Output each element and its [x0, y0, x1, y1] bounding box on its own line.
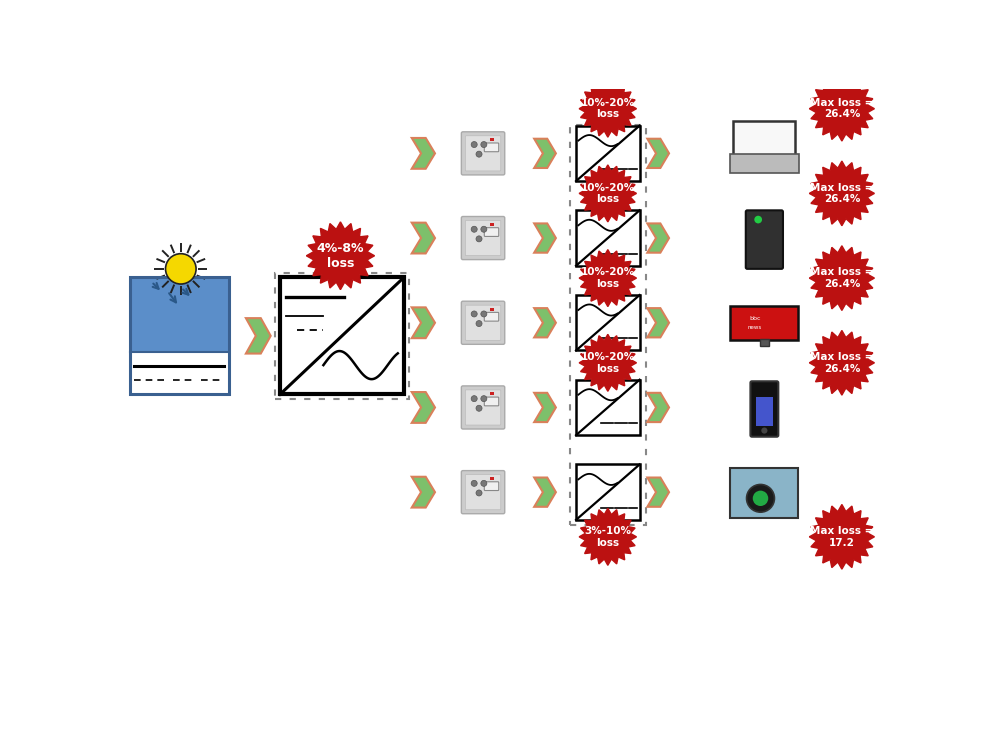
- Polygon shape: [246, 319, 271, 353]
- Bar: [490, 138, 494, 141]
- FancyBboxPatch shape: [750, 381, 778, 437]
- Polygon shape: [647, 139, 669, 168]
- Circle shape: [476, 236, 482, 242]
- FancyBboxPatch shape: [484, 143, 499, 151]
- Polygon shape: [647, 393, 669, 422]
- Circle shape: [471, 142, 477, 148]
- FancyBboxPatch shape: [461, 386, 505, 429]
- FancyBboxPatch shape: [461, 302, 505, 344]
- Bar: [130, 277, 229, 353]
- Polygon shape: [412, 307, 435, 338]
- FancyBboxPatch shape: [465, 136, 501, 171]
- Circle shape: [166, 253, 196, 284]
- Bar: [576, 464, 640, 520]
- Bar: [730, 468, 798, 518]
- Text: 10%-20%
loss: 10%-20% loss: [581, 352, 635, 374]
- Text: Max loss =
17.2: Max loss = 17.2: [810, 526, 874, 548]
- Circle shape: [761, 427, 767, 434]
- Bar: [490, 223, 494, 226]
- Polygon shape: [412, 477, 435, 508]
- FancyBboxPatch shape: [461, 132, 505, 175]
- FancyBboxPatch shape: [465, 220, 501, 256]
- Polygon shape: [534, 223, 556, 253]
- Circle shape: [471, 395, 477, 402]
- Text: Max loss =
26.4%: Max loss = 26.4%: [810, 352, 874, 374]
- FancyBboxPatch shape: [465, 390, 501, 425]
- Text: Max loss =
26.4%: Max loss = 26.4%: [810, 183, 874, 204]
- Polygon shape: [412, 138, 435, 168]
- Polygon shape: [809, 330, 874, 395]
- Circle shape: [476, 321, 482, 327]
- Bar: [280, 277, 404, 395]
- FancyBboxPatch shape: [465, 305, 501, 341]
- Polygon shape: [579, 165, 637, 222]
- Circle shape: [471, 311, 477, 317]
- Circle shape: [754, 216, 762, 223]
- Text: 10%-20%
loss: 10%-20% loss: [581, 268, 635, 289]
- Text: 10%-20%
loss: 10%-20% loss: [581, 98, 635, 120]
- Text: 10%-20%
loss: 10%-20% loss: [581, 183, 635, 204]
- Bar: [733, 121, 795, 155]
- Circle shape: [747, 485, 774, 512]
- FancyBboxPatch shape: [484, 482, 499, 491]
- Bar: [576, 295, 640, 350]
- FancyBboxPatch shape: [484, 313, 499, 321]
- Bar: [130, 353, 229, 395]
- Circle shape: [476, 490, 482, 496]
- Bar: [490, 307, 494, 310]
- Circle shape: [476, 405, 482, 412]
- Circle shape: [481, 142, 487, 148]
- Polygon shape: [412, 392, 435, 423]
- FancyBboxPatch shape: [484, 228, 499, 236]
- Polygon shape: [534, 139, 556, 168]
- Polygon shape: [647, 223, 669, 253]
- Bar: [130, 277, 229, 395]
- Text: 3%-10%
loss: 3%-10% loss: [584, 526, 631, 548]
- Text: Max loss =
26.4%: Max loss = 26.4%: [810, 268, 874, 289]
- Polygon shape: [534, 393, 556, 422]
- Polygon shape: [647, 308, 669, 338]
- FancyBboxPatch shape: [461, 471, 505, 514]
- Polygon shape: [306, 222, 375, 290]
- Bar: [756, 397, 773, 426]
- Polygon shape: [579, 81, 637, 137]
- Text: bbc: bbc: [749, 316, 761, 321]
- Bar: [730, 306, 798, 340]
- Polygon shape: [809, 246, 874, 310]
- Bar: [576, 211, 640, 266]
- FancyBboxPatch shape: [746, 211, 783, 269]
- Bar: [490, 392, 494, 395]
- Bar: [490, 477, 494, 480]
- Bar: [760, 339, 769, 346]
- Text: Max loss =
26.4%: Max loss = 26.4%: [810, 98, 874, 120]
- Polygon shape: [534, 477, 556, 507]
- FancyBboxPatch shape: [465, 474, 501, 510]
- Circle shape: [481, 311, 487, 317]
- Polygon shape: [579, 250, 637, 307]
- Polygon shape: [534, 308, 556, 338]
- Text: 4%-8%
loss: 4%-8% loss: [317, 242, 364, 270]
- Polygon shape: [809, 76, 874, 141]
- Circle shape: [481, 480, 487, 486]
- Bar: [576, 380, 640, 435]
- Circle shape: [471, 480, 477, 486]
- Polygon shape: [809, 161, 874, 225]
- FancyBboxPatch shape: [461, 217, 505, 259]
- Polygon shape: [579, 508, 637, 565]
- FancyBboxPatch shape: [484, 397, 499, 406]
- Circle shape: [481, 395, 487, 402]
- Bar: [576, 126, 640, 181]
- FancyBboxPatch shape: [730, 154, 799, 173]
- Polygon shape: [647, 477, 669, 507]
- Circle shape: [476, 151, 482, 157]
- Circle shape: [753, 491, 768, 506]
- Polygon shape: [579, 334, 637, 391]
- Text: news: news: [748, 325, 762, 330]
- Circle shape: [481, 226, 487, 232]
- Circle shape: [471, 226, 477, 232]
- Polygon shape: [809, 505, 874, 569]
- Polygon shape: [412, 222, 435, 253]
